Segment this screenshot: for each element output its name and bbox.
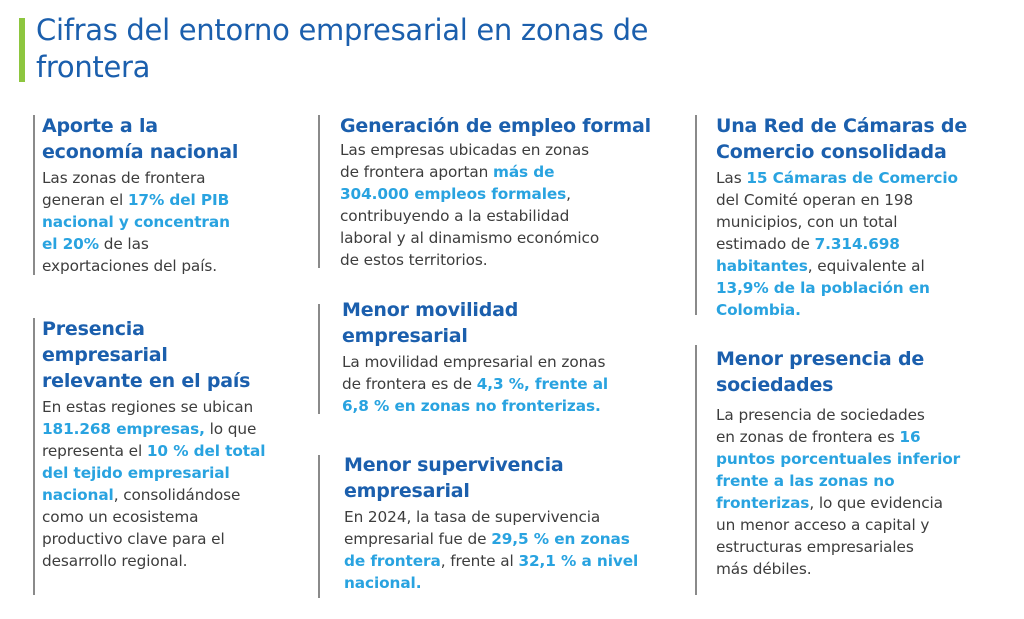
highlighted-figure: 181.268 empresas,	[42, 420, 205, 438]
section-heading: Menor supervivencia empresarial	[344, 454, 564, 502]
section-aporte-economia: Aporte a la economía nacional Las zonas …	[42, 113, 312, 277]
highlighted-figure: 17% del PIB nacional y concentran el 20%	[42, 191, 230, 253]
divider	[33, 115, 35, 275]
section-red-camaras: Una Red de Cámaras de Comercio consolida…	[716, 113, 1016, 321]
body-text: lo que representa el	[42, 420, 257, 460]
highlighted-figure: 29,5 % en zonas de frontera	[344, 530, 630, 570]
body-text: La presencia de sociedades en zonas de f…	[716, 406, 925, 446]
divider	[318, 455, 320, 598]
body-text: En 2024, la tasa de supervivencia empres…	[344, 508, 601, 548]
highlighted-figure: 7.314.698 habitantes	[716, 235, 900, 275]
highlighted-figure: 16 puntos porcentuales inferior frente a…	[716, 428, 961, 512]
section-heading: Menor movilidad empresarial	[342, 299, 519, 347]
section-movilidad: Menor movilidad empresarial La movilidad…	[342, 297, 682, 417]
body-text: En estas regiones se ubican	[42, 398, 254, 416]
body-text: del Comité operan en 198 municipios, con…	[716, 191, 914, 253]
section-body: Las 15 Cámaras de Comercio del Comité op…	[716, 167, 1016, 321]
section-heading: Menor presencia de sociedades	[716, 348, 925, 396]
section-presencia-sociedades: Menor presencia de sociedades La presenc…	[716, 346, 1016, 580]
section-body: Las empresas ubicadas en zonas de fronte…	[340, 139, 680, 271]
body-text: Las zonas de frontera generan el	[42, 169, 206, 209]
body-text: de las exportaciones del país.	[42, 235, 217, 275]
body-text: , lo que evidencia un menor acceso a cap…	[716, 494, 943, 578]
section-presencia-empresarial: Presencia empresarial relevante en el pa…	[42, 316, 312, 572]
section-body: En 2024, la tasa de supervivencia empres…	[344, 506, 684, 594]
highlighted-figure: 13,9% de la población en Colombia.	[716, 279, 930, 319]
section-body: La movilidad empresarial en zonas de fro…	[342, 351, 682, 417]
section-body: En estas regiones se ubican 181.268 empr…	[42, 396, 312, 572]
section-body: La presencia de sociedades en zonas de f…	[716, 404, 1016, 580]
section-heading: Generación de empleo formal	[340, 115, 651, 137]
highlighted-figure: más de 304.000 empleos formales	[340, 163, 567, 203]
highlighted-figure: 4,3 %, frente al 6,8 % en zonas no front…	[342, 375, 609, 415]
section-body: Las zonas de frontera generan el 17% del…	[42, 167, 312, 277]
divider	[318, 304, 320, 414]
divider	[318, 115, 320, 268]
body-text: , equivalente al	[807, 257, 925, 275]
title-accent-bar	[19, 18, 25, 82]
divider	[33, 318, 35, 595]
body-text: , frente al	[440, 552, 519, 570]
divider	[695, 345, 697, 595]
section-empleo-formal: Generación de empleo formal Las empresas…	[340, 113, 680, 271]
body-text: Las	[716, 169, 747, 187]
body-text: , consolidándose como un ecosistema prod…	[42, 486, 241, 570]
body-text: Las empresas ubicadas en zonas de fronte…	[340, 141, 590, 181]
section-heading: Aporte a la economía nacional	[42, 115, 239, 163]
highlighted-figure: 10 % del total del tejido empresarial na…	[42, 442, 266, 504]
section-heading: Presencia empresarial relevante en el pa…	[42, 318, 251, 392]
section-heading: Una Red de Cámaras de Comercio consolida…	[716, 115, 968, 163]
highlighted-figure: 15 Cámaras de Comercio	[746, 169, 958, 187]
body-text: , contribuyendo a la estabilidad laboral…	[340, 185, 600, 269]
divider	[695, 115, 697, 315]
body-text: La movilidad empresarial en zonas de fro…	[342, 353, 606, 393]
section-supervivencia: Menor supervivencia empresarial En 2024,…	[344, 452, 684, 594]
page-title: Cifras del entorno empresarial en zonas …	[36, 13, 649, 84]
highlighted-figure: 32,1 % a nivel nacional.	[344, 552, 639, 592]
